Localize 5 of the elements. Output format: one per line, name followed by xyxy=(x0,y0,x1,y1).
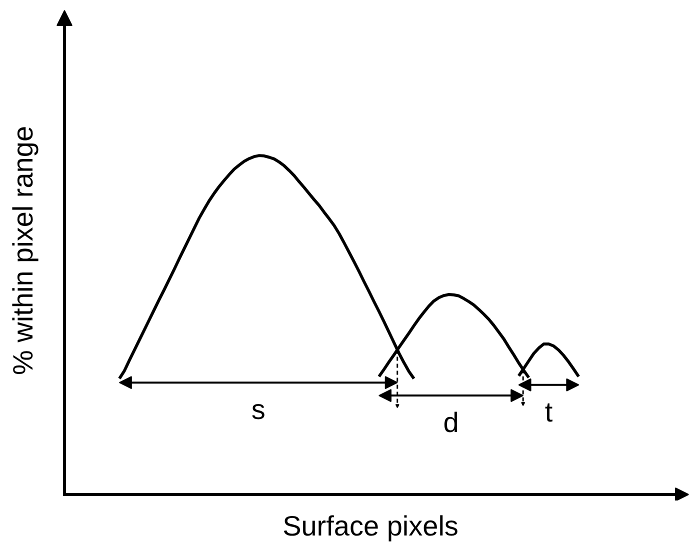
x-axis-title: Surface pixels xyxy=(282,510,458,542)
annotation: s xyxy=(251,394,266,426)
annotation: d xyxy=(443,407,459,438)
annotation: t xyxy=(544,396,553,428)
y-axis-title: % within pixel range xyxy=(8,126,38,376)
